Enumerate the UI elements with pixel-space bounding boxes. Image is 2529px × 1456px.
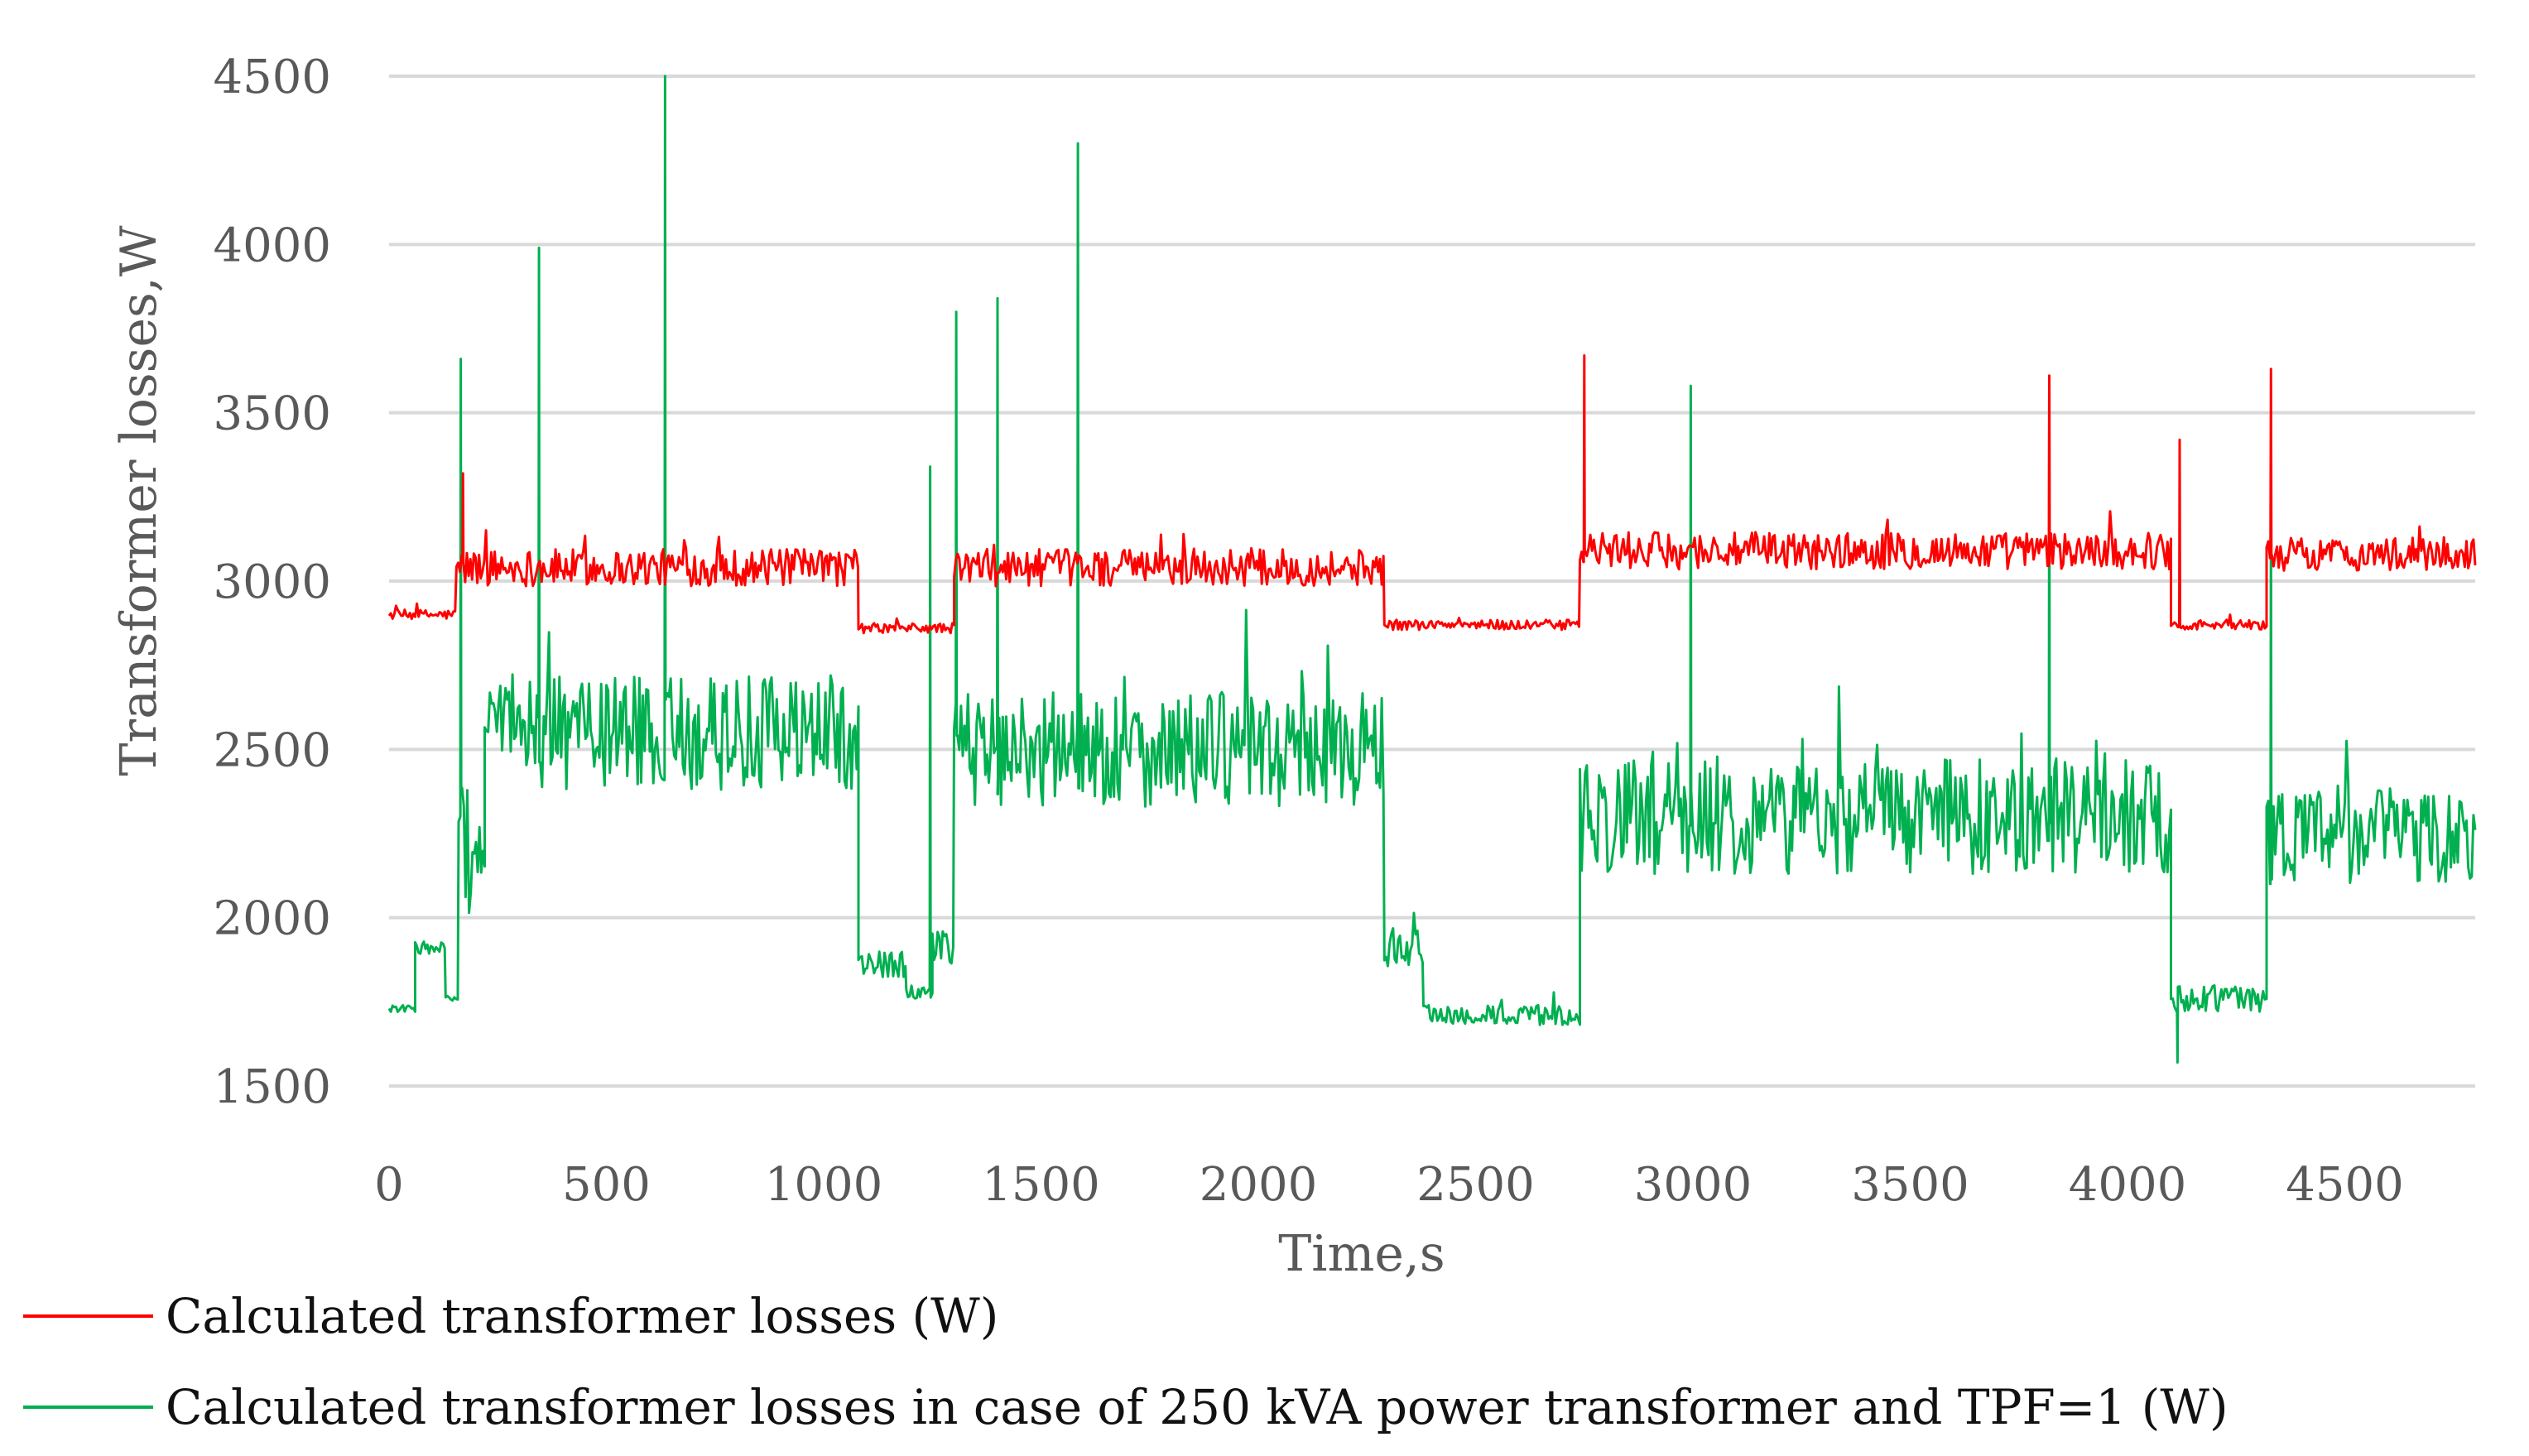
series-lines [387,74,2477,1064]
x-axis-title: Time,s [1278,1225,1445,1283]
x-tick-label: 3000 [1634,1158,1753,1212]
legend-label-calculated-losses: Calculated transformer losses (W) [166,1288,998,1344]
x-tick-label: 2500 [1416,1158,1535,1212]
x-tick-label: 0 [374,1158,404,1212]
y-tick-labels: 1500 2000 2500 3000 3500 4000 4500 [213,50,331,1114]
x-tick-label: 1500 [982,1158,1100,1212]
y-tick-label: 1500 [213,1060,331,1114]
gridlines [389,74,2475,1088]
y-tick-label: 2500 [213,723,331,777]
y-tick-label: 4000 [213,219,331,272]
y-tick-label: 3000 [213,555,331,609]
y-axis-title: Transformer losses,W [110,225,168,776]
x-tick-label: 3500 [1851,1158,1969,1212]
legend-label-250kva-tpf1: Calculated transformer losses in case of… [166,1379,2229,1435]
y-tick-label: 2000 [213,892,331,946]
series-line-250kva-tpf1 [387,74,2477,1064]
x-tick-label: 2000 [1200,1158,1318,1212]
y-tick-label: 4500 [213,50,331,104]
series-line-calculated-losses [387,354,2477,635]
y-tick-label: 3500 [213,387,331,441]
legend: Calculated transformer losses (W) Calcul… [23,1288,2229,1435]
x-tick-label: 1000 [765,1158,883,1212]
x-tick-label: 4500 [2286,1158,2404,1212]
x-tick-label: 500 [562,1158,651,1212]
x-tick-label: 4000 [2069,1158,2187,1212]
x-tick-labels: 0 500 1000 1500 2000 2500 3000 3500 4000 4500 [374,1158,2404,1212]
